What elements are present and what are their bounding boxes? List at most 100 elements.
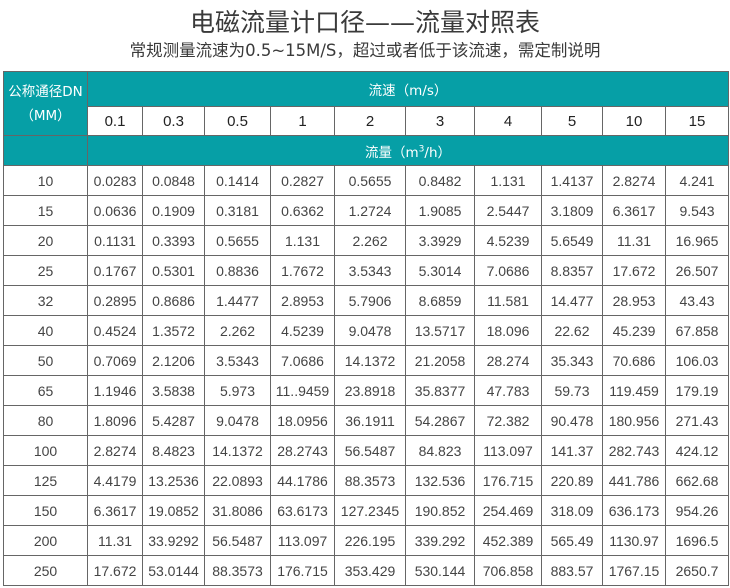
dn-cell: 150 xyxy=(3,495,88,526)
dn-cell: 100 xyxy=(3,435,88,466)
flow-cell: 7.0686 xyxy=(270,345,335,376)
table-row: 100 2.8274 8.4823 14.1372 28.2743 56.5487 84.8… xyxy=(3,435,730,466)
flow-cell: 14.477 xyxy=(541,285,603,316)
table-row: 10 0.0283 0.0848 0.1414 0.2827 0.5655 0.8482 1.… xyxy=(3,165,730,196)
flow-cell: 26.507 xyxy=(664,255,730,286)
flow-cell: 132.536 xyxy=(405,465,475,496)
flow-header-sup: 3 xyxy=(418,144,425,154)
dn-cell: 200 xyxy=(3,525,88,556)
flow-cell: 2.8274 xyxy=(602,165,666,196)
dn-header-label: 公称通径DN xyxy=(8,83,83,100)
flow-cell: 452.389 xyxy=(474,525,542,556)
flow-cell: 2.262 xyxy=(204,315,271,346)
flow-cell: 16.965 xyxy=(664,225,730,256)
flow-cell: 176.715 xyxy=(270,555,335,586)
flow-cell: 318.09 xyxy=(541,495,603,526)
flow-cell: 88.3573 xyxy=(204,555,271,586)
flow-cell: 84.823 xyxy=(405,435,475,466)
flow-cell: 90.478 xyxy=(541,405,603,436)
flow-header-suffix: /h） xyxy=(424,144,452,161)
flow-cell: 17.672 xyxy=(87,555,143,586)
flow-comparison-table: 公称通径DN （MM） 流速（m/s） 0.1 0.3 0.5 1 2 3 4 5 10 15 流… xyxy=(3,71,730,586)
flow-cell: 0.1131 xyxy=(87,225,143,256)
flow-cell: 706.858 xyxy=(474,555,542,586)
flow-cell: 5.6549 xyxy=(541,225,603,256)
flow-cell: 14.1372 xyxy=(204,435,271,466)
flow-cell: 31.8086 xyxy=(204,495,271,526)
flow-cell: 11.581 xyxy=(474,285,542,316)
flow-cell: 21.2058 xyxy=(405,345,475,376)
flow-cell: 43.43 xyxy=(664,285,730,316)
flow-header-prefix: 流量（m xyxy=(365,144,419,161)
flow-cell: 56.5487 xyxy=(334,435,406,466)
table-row: 25 0.1767 0.5301 0.8836 1.7672 3.5343 5.3014 7.… xyxy=(3,255,730,286)
flow-cell: 8.6859 xyxy=(405,285,475,316)
speed-cell: 4 xyxy=(474,106,542,136)
table-row: 250 17.672 53.0144 88.3573 176.715 353.429 530… xyxy=(3,555,730,586)
flow-header-blank xyxy=(3,135,88,166)
flow-cell: 3.5343 xyxy=(334,255,406,286)
flow-cell: 44.1786 xyxy=(270,465,335,496)
flow-cell: 0.8686 xyxy=(142,285,205,316)
flow-cell: 1.8096 xyxy=(87,405,143,436)
flow-cell: 2650.7 xyxy=(664,555,730,586)
flow-cell: 14.1372 xyxy=(334,345,406,376)
flow-cell: 1.2724 xyxy=(334,195,406,226)
flow-cell: 1696.5 xyxy=(664,525,730,556)
flow-cell: 0.3393 xyxy=(142,225,205,256)
flow-cell: 106.03 xyxy=(664,345,730,376)
dn-cell: 80 xyxy=(3,405,88,436)
flow-cell: 254.469 xyxy=(474,495,542,526)
flow-cell: 5.3014 xyxy=(405,255,475,286)
flow-cell: 5.4287 xyxy=(142,405,205,436)
flow-cell: 0.0848 xyxy=(142,165,205,196)
flow-cell: 226.195 xyxy=(334,525,406,556)
flow-cell: 1.4137 xyxy=(541,165,603,196)
flow-cell: 662.68 xyxy=(664,465,730,496)
flow-cell: 954.26 xyxy=(664,495,730,526)
flow-cell: 0.1909 xyxy=(142,195,205,226)
dn-cell: 125 xyxy=(3,465,88,496)
flow-cell: 59.73 xyxy=(541,375,603,406)
flow-cell: 0.1767 xyxy=(87,255,143,286)
flow-cell: 11..9459 xyxy=(270,375,335,406)
flow-cell: 1.1946 xyxy=(87,375,143,406)
flow-cell: 3.1809 xyxy=(541,195,603,226)
flow-cell: 5.973 xyxy=(204,375,271,406)
table-row: 150 6.3617 19.0852 31.8086 63.6173 127.2345 19… xyxy=(3,495,730,526)
table-row: 40 0.4524 1.3572 2.262 4.5239 9.0478 13.5717 18… xyxy=(3,315,730,346)
flow-cell: 141.37 xyxy=(541,435,603,466)
flow-cell: 19.0852 xyxy=(142,495,205,526)
table-row: 65 1.1946 3.5838 5.973 11..9459 23.8918 35.837… xyxy=(3,375,730,406)
flow-cell: 33.9292 xyxy=(142,525,205,556)
speed-cell: 0.5 xyxy=(204,106,271,136)
dn-cell: 40 xyxy=(3,315,88,346)
flow-cell: 53.0144 xyxy=(142,555,205,586)
flow-cell: 2.5447 xyxy=(474,195,542,226)
flow-cell: 0.0283 xyxy=(87,165,143,196)
flow-cell: 1130.97 xyxy=(602,525,666,556)
flow-cell: 56.5487 xyxy=(204,525,271,556)
flow-cell: 28.274 xyxy=(474,345,542,376)
flow-cell: 339.292 xyxy=(405,525,475,556)
flow-cell: 3.5838 xyxy=(142,375,205,406)
flow-cell: 70.686 xyxy=(602,345,666,376)
table-row: 20 0.1131 0.3393 0.5655 1.131 2.262 3.3929 4.52… xyxy=(3,225,730,256)
speed-cell: 10 xyxy=(602,106,666,136)
flow-cell: 35.8377 xyxy=(405,375,475,406)
flow-cell: 282.743 xyxy=(602,435,666,466)
flow-cell: 0.1414 xyxy=(204,165,271,196)
speed-cell: 15 xyxy=(664,106,730,136)
table-row: 15 0.0636 0.1909 0.3181 0.6362 1.2724 1.9085 2.… xyxy=(3,195,730,226)
table-row: 50 0.7069 2.1206 3.5343 7.0686 14.1372 21.2058… xyxy=(3,345,730,376)
flow-cell: 3.3929 xyxy=(405,225,475,256)
flow-cell: 883.57 xyxy=(541,555,603,586)
flow-cell: 4.5239 xyxy=(270,315,335,346)
flow-cell: 1.4477 xyxy=(204,285,271,316)
flow-cell: 113.097 xyxy=(474,435,542,466)
flow-cell: 4.5239 xyxy=(474,225,542,256)
flow-cell: 11.31 xyxy=(87,525,143,556)
dn-cell: 10 xyxy=(3,165,88,196)
flow-cell: 6.3617 xyxy=(87,495,143,526)
flow-cell: 18.0956 xyxy=(270,405,335,436)
